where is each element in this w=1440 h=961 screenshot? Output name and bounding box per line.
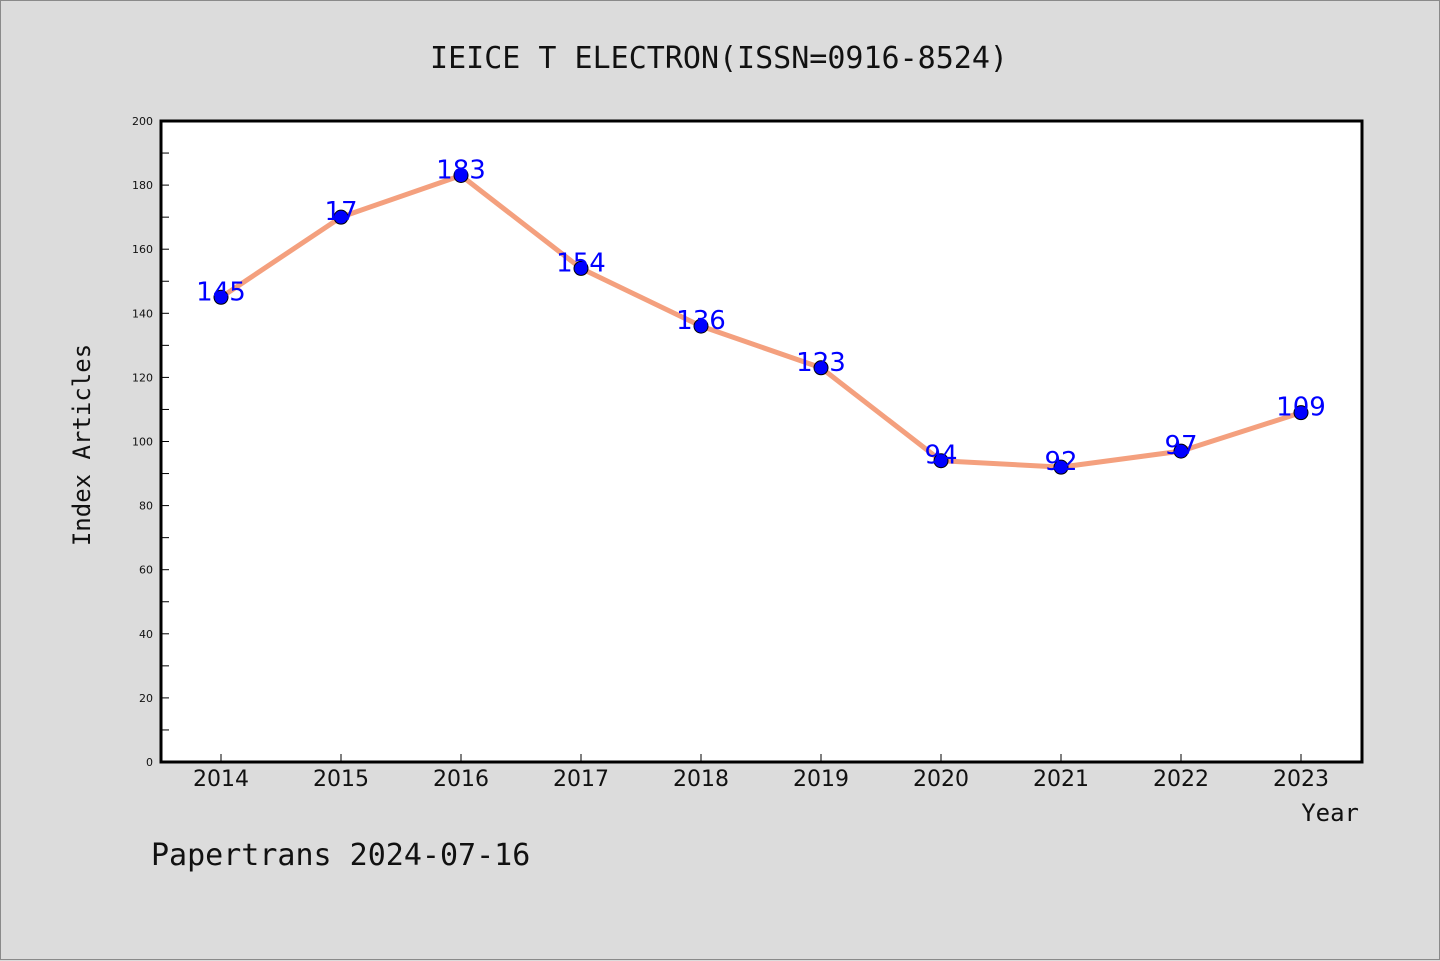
data-point xyxy=(693,318,709,334)
chart-title: IEICE T ELECTRON(ISSN=0916-8524) xyxy=(430,41,1008,76)
data-label: 154 xyxy=(556,248,606,278)
data-point xyxy=(1293,405,1309,421)
series-line xyxy=(219,172,1302,470)
data-point xyxy=(213,289,229,305)
data-point xyxy=(1173,443,1189,459)
x-axis-title: Year xyxy=(1301,799,1359,827)
x-tick-label: 2019 xyxy=(793,767,849,792)
x-tick-label: 2015 xyxy=(313,767,369,792)
data-label: 183 xyxy=(436,155,486,185)
data-markers xyxy=(213,167,1309,475)
y-tick-label: 140 xyxy=(132,307,153,320)
data-label: 17 xyxy=(324,197,357,227)
data-label: 145 xyxy=(196,277,246,307)
y-tick-label: 0 xyxy=(146,756,153,769)
y-tick-label: 120 xyxy=(132,371,153,384)
data-point xyxy=(813,360,829,376)
x-axis: 2014 2015 2016 2017 2018 2019 2020 2021 2022 2023 xyxy=(193,754,1329,792)
x-tick-label: 2020 xyxy=(913,767,969,792)
data-point xyxy=(933,453,949,469)
y-tick-label: 60 xyxy=(139,564,153,577)
data-label: 97 xyxy=(1164,431,1197,461)
data-point xyxy=(1053,459,1069,475)
y-tick-label: 40 xyxy=(139,628,153,641)
y-tick-label: 100 xyxy=(132,436,153,449)
x-tick-label: 2014 xyxy=(193,767,249,792)
y-tick-label: 200 xyxy=(132,115,153,128)
data-label: 136 xyxy=(676,306,726,336)
data-label: 92 xyxy=(1044,447,1077,477)
data-point xyxy=(453,167,469,183)
data-point xyxy=(333,209,349,225)
data-point xyxy=(573,260,589,276)
x-tick-label: 2021 xyxy=(1033,767,1089,792)
y-tick-label: 20 xyxy=(139,692,153,705)
plot-border xyxy=(159,119,1364,764)
y-tick-label: 160 xyxy=(132,243,153,256)
y-tick-label: 80 xyxy=(139,500,153,513)
y-axis-title: Index Articles xyxy=(68,344,96,546)
data-label: 109 xyxy=(1276,393,1326,423)
x-tick-label: 2016 xyxy=(433,767,489,792)
plot-area xyxy=(161,121,1362,762)
x-tick-label: 2023 xyxy=(1273,767,1329,792)
x-tick-label: 2018 xyxy=(673,767,729,792)
data-label: 123 xyxy=(796,348,846,378)
x-tick-label: 2022 xyxy=(1153,767,1209,792)
x-tick-label: 2017 xyxy=(553,767,609,792)
footer-credit: Papertrans 2024-07-16 xyxy=(151,838,530,873)
data-labels: 145 17 183 154 136 123 94 92 97 109 xyxy=(196,155,1326,477)
data-label: 94 xyxy=(924,441,957,471)
y-tick-label: 180 xyxy=(132,179,153,192)
